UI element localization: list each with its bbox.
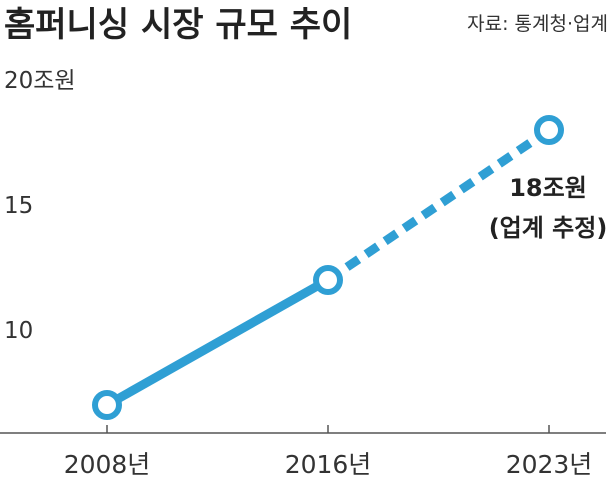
x-tick-label: 2016년 [285,450,372,479]
x-tick-label: 2023년 [506,450,593,479]
source-note: 자료: 통계청·업계 [467,13,608,35]
series-lines [104,126,552,409]
estimated-line-segment [325,126,552,284]
annotation-value: 18조원 [509,174,587,202]
data-point-marker [534,115,564,145]
data-point-marker [92,390,122,420]
x-tick-label: 2008년 [64,450,151,479]
y-axis-ticks: 10 15 20조원 [4,68,76,344]
y-tick-label: 20조원 [4,68,76,94]
line-segment [104,276,331,409]
y-tick-label: 10 [4,318,33,344]
annotation-note: (업계 추정) [489,214,608,242]
chart-title: 홈퍼니싱 시장 규모 추이 [4,5,352,45]
y-tick-label: 15 [4,193,33,219]
data-point-marker [313,265,343,295]
x-axis-ticks: 2008년 2016년 2023년 [64,425,593,479]
series-markers [92,115,564,420]
